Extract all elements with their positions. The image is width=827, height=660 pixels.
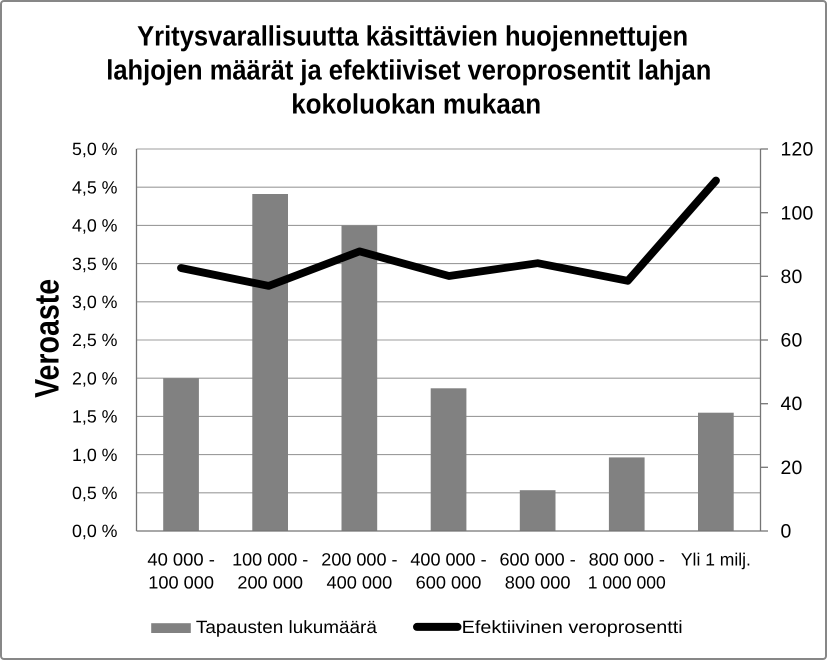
svg-text:Yritysvarallisuutta käsittävie: Yritysvarallisuutta käsittävien huojenne… [137, 21, 688, 52]
svg-text:1,5 %: 1,5 % [72, 407, 118, 427]
svg-text:400 000 -: 400 000 - [410, 550, 486, 570]
svg-text:120: 120 [781, 139, 814, 161]
svg-text:20: 20 [781, 457, 803, 479]
svg-text:600 000: 600 000 [416, 573, 482, 593]
svg-text:0: 0 [781, 521, 792, 543]
svg-text:Efektiivinen veroprosentti: Efektiivinen veroprosentti [462, 617, 683, 637]
svg-text:40 000 -: 40 000 - [147, 550, 215, 570]
svg-text:lahjojen määrät ja efektiivise: lahjojen määrät ja efektiiviset veropros… [106, 55, 711, 86]
svg-text:2,0 %: 2,0 % [72, 368, 118, 388]
svg-text:5,0 %: 5,0 % [72, 139, 118, 159]
svg-text:kokoluokan mukaan: kokoluokan mukaan [291, 89, 541, 120]
svg-text:100 000: 100 000 [148, 573, 214, 593]
svg-text:0,0 %: 0,0 % [72, 521, 118, 541]
svg-text:200 000 -: 200 000 - [321, 550, 397, 570]
svg-text:0,5 %: 0,5 % [72, 483, 118, 503]
svg-text:4,0 %: 4,0 % [72, 216, 118, 236]
svg-text:4,5 %: 4,5 % [72, 177, 118, 197]
svg-text:Veroaste: Veroaste [29, 279, 67, 398]
svg-text:100 000 -: 100 000 - [232, 550, 308, 570]
svg-text:2,5 %: 2,5 % [72, 330, 118, 350]
svg-text:Yli 1 milj.: Yli 1 milj. [681, 550, 751, 570]
svg-text:1 000 000: 1 000 000 [588, 573, 666, 593]
svg-text:Tapausten lukumäärä: Tapausten lukumäärä [196, 617, 377, 637]
svg-text:800 000: 800 000 [505, 573, 571, 593]
svg-text:60: 60 [781, 330, 803, 352]
svg-text:3,5 %: 3,5 % [72, 254, 118, 274]
svg-text:800 000 -: 800 000 - [589, 550, 665, 570]
svg-text:3,0 %: 3,0 % [72, 292, 118, 312]
svg-text:200 000: 200 000 [237, 573, 303, 593]
svg-text:100: 100 [781, 202, 814, 224]
svg-text:600 000 -: 600 000 - [500, 550, 576, 570]
svg-text:400 000: 400 000 [327, 573, 393, 593]
svg-text:80: 80 [781, 266, 803, 288]
svg-text:1,0 %: 1,0 % [72, 445, 118, 465]
svg-text:40: 40 [781, 393, 803, 415]
